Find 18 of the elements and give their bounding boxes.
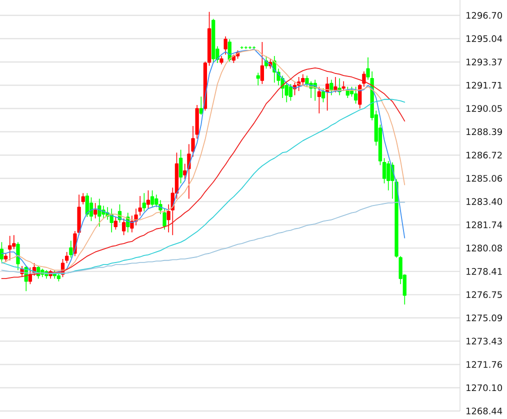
y-tick-label: 1286.72	[466, 152, 502, 158]
y-tick-label: 1280.08	[466, 244, 502, 252]
y-tick-label: 1276.75	[466, 291, 502, 298]
y-tick-label: 1271.76	[466, 361, 502, 368]
y-tick-label: 1275.09	[466, 314, 502, 322]
y-tick-label: 1278.41	[466, 268, 502, 275]
y-tick-label: 1283.40	[466, 198, 502, 205]
y-tick-label: 1270.10	[466, 384, 502, 392]
y-tick-label: 1295.04	[466, 35, 502, 42]
y-tick-label: 1273.43	[466, 338, 502, 345]
y-tick-label: 1290.05	[466, 105, 502, 112]
y-tick-label: 1291.71	[466, 82, 502, 89]
y-tick-label: 1281.74	[466, 221, 502, 228]
y-tick-label: 1293.37	[466, 58, 502, 66]
y-tick-label: 1268.44	[466, 408, 502, 414]
y-tick-label: 1285.06	[466, 174, 502, 182]
y-tick-label: 1296.70	[466, 12, 502, 19]
y-tick-label: 1288.39	[466, 128, 502, 136]
